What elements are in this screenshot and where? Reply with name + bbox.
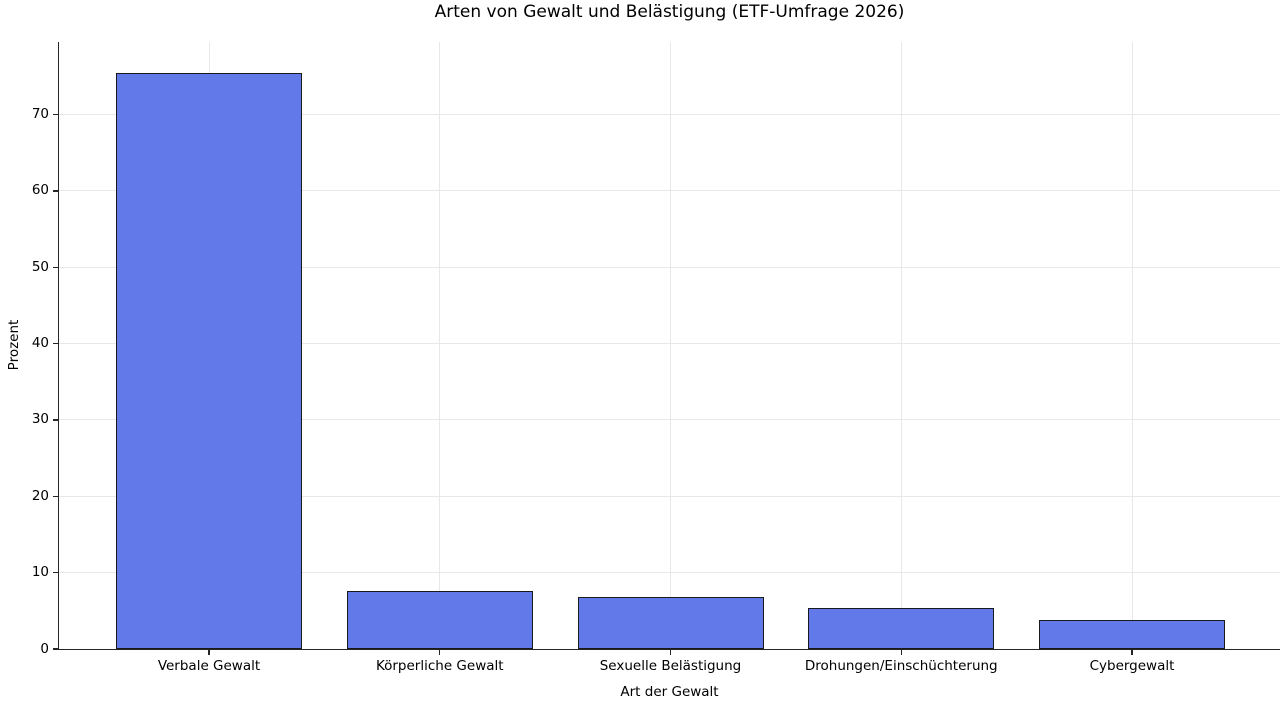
y-gridline [59, 495, 1280, 497]
x-tick-mark [439, 650, 441, 656]
y-tick-mark [52, 419, 58, 421]
chart-title: Arten von Gewalt und Belästigung (ETF-Um… [434, 2, 905, 22]
y-tick-mark [52, 190, 58, 192]
y-tick-mark [52, 648, 58, 650]
x-gridline [439, 42, 441, 649]
y-tick-label: 30 [31, 411, 49, 428]
x-tick-label: Drohungen/Einschüchterung [804, 658, 998, 674]
bar [577, 597, 764, 649]
y-tick-label: 40 [31, 335, 49, 352]
y-gridline [59, 266, 1280, 268]
y-tick-mark [52, 113, 58, 116]
x-gridline [900, 42, 902, 649]
y-tick-label: 20 [31, 487, 49, 504]
bar [116, 72, 302, 649]
x-gridline [670, 42, 671, 649]
y-tick-label: 70 [31, 106, 49, 123]
bar [808, 607, 995, 649]
x-tick-mark [900, 650, 902, 656]
y-tick-mark [52, 495, 58, 497]
y-tick-mark [52, 266, 58, 268]
y-tick-mark [52, 342, 58, 345]
x-tick-label: Sexuelle Belästigung [599, 658, 742, 674]
x-tick-mark [669, 650, 672, 656]
x-tick-label: Körperliche Gewalt [375, 658, 504, 674]
y-tick-label: 0 [40, 640, 49, 657]
bar [346, 590, 533, 649]
x-axis-label: Art der Gewalt [620, 684, 719, 700]
y-tick-label: 10 [31, 564, 49, 581]
x-gridline [1131, 42, 1133, 649]
y-gridline [59, 572, 1280, 574]
x-tick-label: Verbale Gewalt [157, 658, 261, 674]
bar [1039, 620, 1225, 649]
y-tick-label: 50 [31, 258, 49, 275]
y-gridline [59, 190, 1280, 192]
y-gridline [59, 419, 1280, 421]
plot-area: 0 10 20 30 40 50 60 70 Verbale Gewalt Körperliche… [32, 42, 1280, 674]
y-gridline [59, 114, 1280, 116]
x-tick-label: Cybergewalt [1089, 658, 1175, 674]
y-tick-label: 60 [31, 182, 49, 199]
x-tick-mark [1131, 650, 1133, 656]
y-tick-mark [52, 571, 58, 574]
x-tick-mark [208, 650, 210, 656]
y-gridline [59, 343, 1280, 345]
